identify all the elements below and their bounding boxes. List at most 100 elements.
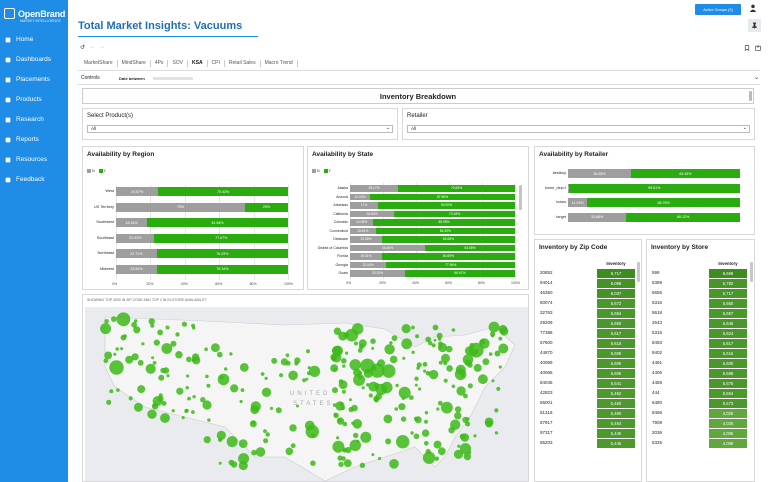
column-header[interactable]: Inventory [718, 261, 738, 266]
table-row[interactable]: 40065 5,606 [540, 369, 636, 378]
map-marker[interactable] [457, 444, 461, 448]
map-marker[interactable] [150, 323, 155, 328]
map-marker[interactable] [443, 361, 448, 366]
bar-row[interactable]: Delaware 19.35% 80.65% [333, 236, 515, 243]
table-row[interactable]: 84045 5,541 [540, 379, 636, 388]
map-marker[interactable] [499, 327, 509, 336]
map-marker[interactable] [285, 353, 290, 357]
map-marker[interactable] [385, 438, 392, 445]
map-marker[interactable] [498, 365, 502, 369]
map-marker[interactable] [423, 369, 427, 373]
map-marker[interactable] [333, 327, 342, 335]
map-marker[interactable] [478, 374, 488, 385]
map-marker[interactable] [408, 395, 414, 400]
map-marker[interactable] [488, 321, 500, 333]
map-marker[interactable] [115, 347, 119, 351]
table-row[interactable]: 5315 5,624 [652, 329, 748, 338]
map-marker[interactable] [230, 461, 238, 468]
undo-icon[interactable]: ↺ [80, 45, 86, 51]
map-marker[interactable] [360, 358, 375, 374]
map-marker[interactable] [485, 419, 493, 428]
map-marker[interactable] [431, 343, 436, 348]
sidebar-item-feedback[interactable]: Feedback [5, 176, 45, 183]
bar-row[interactable]: Guam 33.33% 66.67% [338, 270, 515, 277]
table-row[interactable]: 56001 5,460 [540, 399, 636, 408]
table-row[interactable]: 20852 6,717 [540, 269, 636, 278]
bar-row[interactable]: Northeast 23.71% 76.29% [98, 249, 288, 258]
map-marker[interactable] [428, 369, 439, 380]
map-marker[interactable] [498, 336, 503, 341]
map-marker[interactable] [133, 319, 138, 323]
active-groups-button[interactable]: Active Groups (3) [695, 4, 741, 15]
map-marker[interactable] [438, 345, 442, 349]
map-marker[interactable] [304, 420, 315, 431]
bar-segment-y[interactable]: 85.95% [373, 219, 515, 226]
map-marker[interactable] [218, 461, 222, 465]
bar-segment-y[interactable]: 73.18% [394, 210, 515, 217]
map-marker[interactable] [358, 375, 363, 380]
map-marker[interactable] [348, 398, 352, 402]
map-marker[interactable] [451, 328, 456, 332]
map-marker[interactable] [271, 357, 278, 364]
column-header[interactable]: Inventory [606, 261, 626, 266]
map-marker[interactable] [342, 447, 348, 453]
map-marker[interactable] [456, 386, 466, 396]
forward-arrow-icon[interactable]: → [99, 44, 105, 50]
map-marker[interactable] [170, 340, 177, 347]
map-marker[interactable] [496, 386, 501, 391]
map-marker[interactable] [269, 406, 274, 410]
map-marker[interactable] [371, 346, 375, 350]
map-marker[interactable] [285, 360, 291, 366]
table-row[interactable]: 6480 5,573 [652, 399, 748, 408]
map-marker[interactable] [467, 383, 473, 389]
map-marker[interactable] [141, 342, 145, 346]
map-marker[interactable] [289, 424, 297, 432]
bar-row[interactable]: home_depot0.39% 99.61% [545, 183, 740, 193]
map-marker[interactable] [211, 343, 220, 352]
table-row[interactable]: 2036 4,006 [652, 429, 748, 438]
map-marker[interactable] [309, 365, 321, 377]
map-marker[interactable] [206, 383, 211, 388]
bar-segment-n[interactable]: 23.71% [116, 249, 157, 258]
map-marker[interactable] [424, 411, 429, 415]
us-map[interactable]: UNITED STATES [85, 307, 528, 481]
map-marker[interactable] [187, 396, 191, 401]
map-marker[interactable] [422, 361, 428, 367]
map-marker[interactable] [224, 367, 228, 371]
map-marker[interactable] [358, 371, 363, 375]
bar-segment-n[interactable]: 17% [350, 202, 379, 209]
bar-segment-y[interactable]: 76.16% [157, 264, 288, 274]
bar-segment-y[interactable]: 25% [245, 202, 288, 212]
map-marker[interactable] [238, 461, 248, 471]
map-marker[interactable] [158, 374, 165, 381]
map-marker[interactable] [205, 374, 209, 379]
table-row[interactable]: 8493 5,617 [652, 339, 748, 348]
map-marker[interactable] [200, 397, 206, 403]
map-marker[interactable] [148, 318, 155, 325]
map-marker[interactable] [192, 395, 196, 399]
map-marker[interactable] [152, 396, 163, 406]
map-marker[interactable] [424, 419, 428, 424]
map-marker[interactable] [349, 439, 361, 451]
table-row[interactable]: 87917 5,454 [540, 419, 636, 428]
map-marker[interactable] [494, 350, 501, 357]
map-marker[interactable] [370, 338, 376, 344]
map-marker[interactable] [490, 331, 496, 337]
sidebar-item-research[interactable]: Research [5, 116, 44, 123]
map-marker[interactable] [264, 376, 268, 380]
tab-ksa[interactable]: KSA [188, 60, 208, 67]
bar-row[interactable]: West 24.57% 75.43% [105, 187, 288, 196]
map-marker[interactable] [203, 436, 211, 444]
bar-segment-n[interactable]: 18.16% [116, 218, 148, 227]
bar-row[interactable]: Arkansas 17% 83.00% [333, 202, 515, 209]
map-marker[interactable] [468, 342, 484, 358]
map-marker[interactable] [333, 412, 339, 419]
map-marker[interactable] [181, 416, 185, 420]
map-marker[interactable] [377, 359, 386, 368]
map-marker[interactable] [147, 409, 157, 419]
map-marker[interactable] [249, 420, 257, 428]
map-marker[interactable] [106, 399, 112, 405]
map-marker[interactable] [441, 401, 453, 414]
map-marker[interactable] [217, 351, 223, 358]
map-marker[interactable] [109, 360, 124, 375]
